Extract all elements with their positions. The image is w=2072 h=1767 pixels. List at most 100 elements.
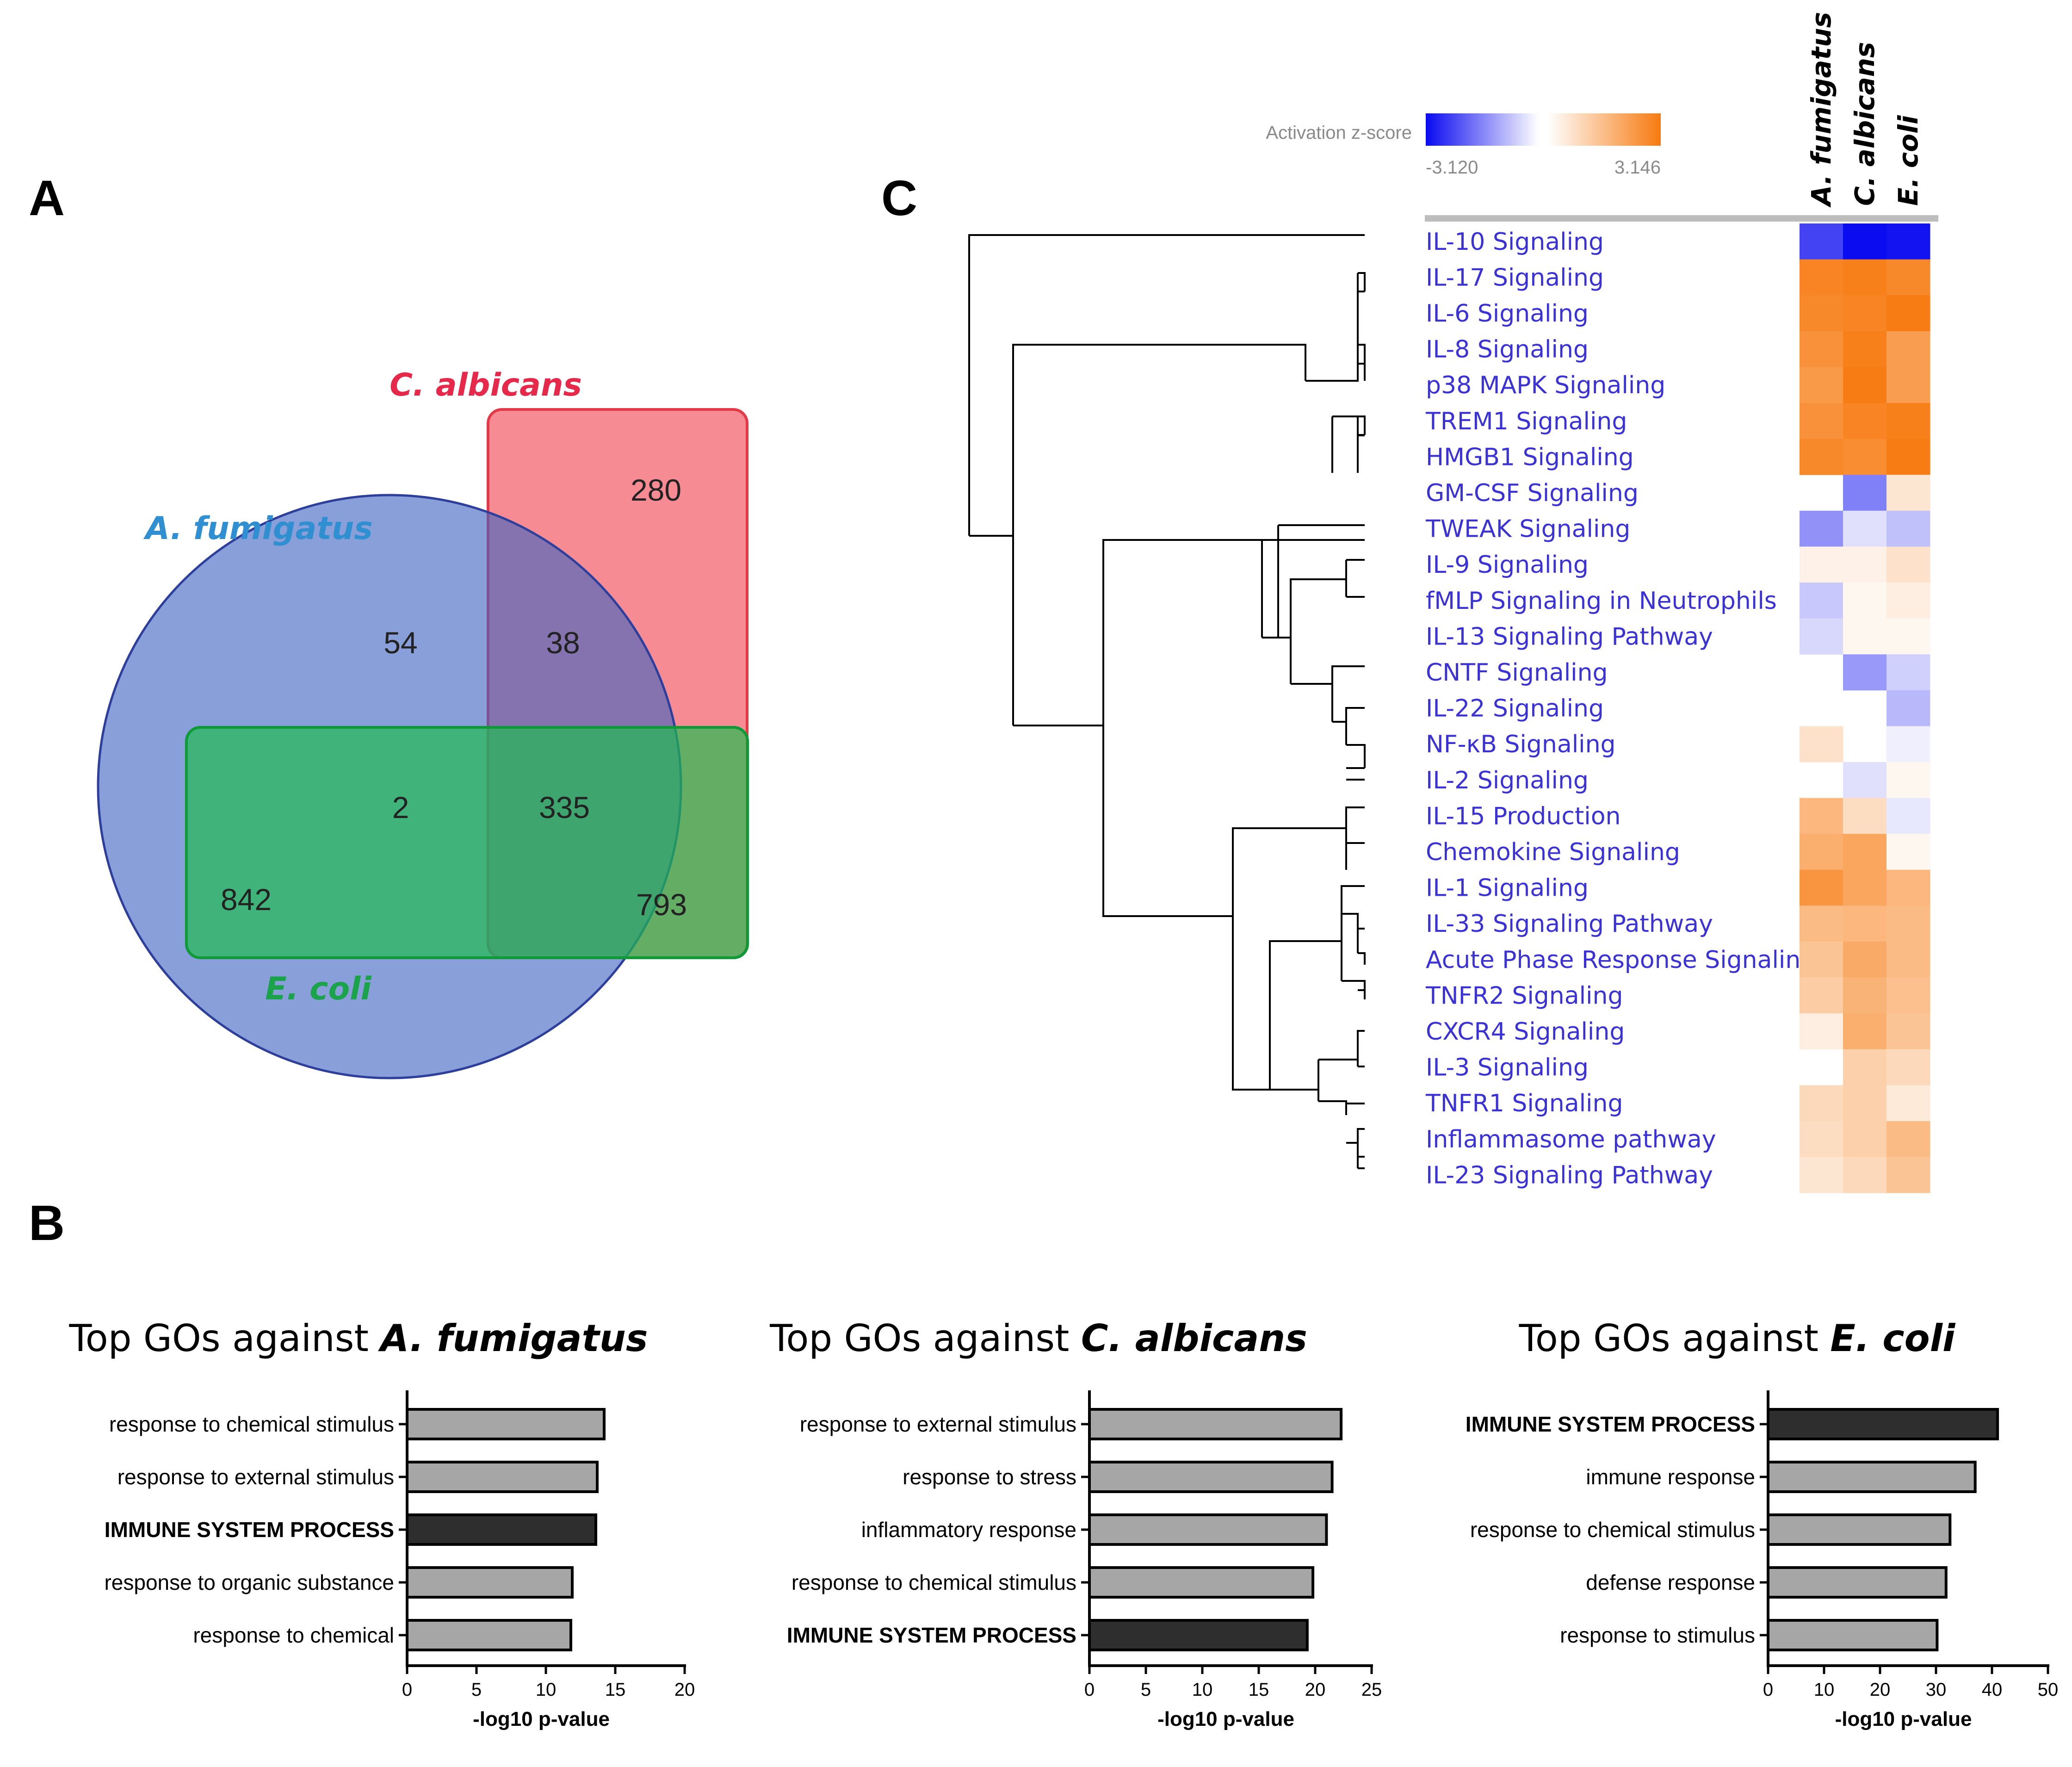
x-tick-label: 0	[402, 1680, 412, 1700]
heatmap-cell	[1886, 690, 1930, 726]
legend-title: Activation z-score	[1266, 123, 1412, 143]
heatmap-cell	[1843, 1049, 1887, 1085]
heatmap-header-divider	[1425, 215, 1938, 222]
bar-category-label: defense response	[1586, 1570, 1755, 1594]
heatmap-cell	[1886, 869, 1930, 906]
heatmap-cell	[1886, 942, 1930, 978]
heatmap-cell	[1843, 762, 1887, 799]
x-tick-label: 0	[1084, 1680, 1095, 1700]
heatmap-cell	[1843, 403, 1887, 440]
heatmap-cell	[1800, 403, 1843, 440]
x-tick-label: 10	[536, 1680, 557, 1700]
heatmap-row-label: TWEAK Signaling	[1425, 515, 1630, 543]
bar-category-label: response to external stimulus	[800, 1412, 1076, 1436]
heatmap-cell	[1800, 546, 1843, 583]
bar-chart-e-coli: Top GOs against E. coli IMMUNE SYSTEM PRO…	[1466, 1317, 2058, 1730]
heatmap-cell	[1843, 1013, 1887, 1050]
heatmap-row-label: GM-CSF Signaling	[1426, 479, 1639, 507]
heatmap-cell	[1886, 546, 1930, 583]
heatmap-cell	[1800, 259, 1843, 296]
bar-category-label: response to stimulus	[1560, 1623, 1755, 1647]
x-tick-label: 40	[1982, 1680, 2003, 1700]
bar-chart-title-species: E. coli	[1830, 1317, 1956, 1360]
heatmap-cell	[1800, 834, 1843, 870]
heatmap-cell	[1886, 1049, 1930, 1085]
heatmap-cell	[1843, 331, 1887, 367]
x-tick-label: 10	[1814, 1680, 1835, 1700]
bar-chart-c-albicans: Top GOs against C. albicans response to e…	[769, 1317, 1382, 1730]
venn-count-c-albicans-only: 280	[631, 473, 681, 507]
heatmap-cell	[1843, 654, 1887, 691]
x-axis-title: -log10 p-value	[1157, 1708, 1294, 1730]
venn-diagram: C. albicans A. fumigatus E. coli 280 54 …	[97, 367, 749, 1079]
heatmap-row-label: Chemokine Signaling	[1426, 838, 1680, 866]
bar-chart-title: Top GOs against C. albicans	[769, 1317, 1307, 1360]
heatmap-cell	[1800, 1121, 1843, 1158]
bar-category-label: response to chemical	[193, 1623, 394, 1647]
bar	[406, 1513, 597, 1546]
venn-count-c-albicans-e-coli: 793	[636, 887, 687, 922]
bar	[1088, 1566, 1315, 1599]
venn-count-a-fumigatus-c-albicans: 38	[546, 626, 580, 660]
x-tick-label: 20	[674, 1680, 695, 1700]
venn-label-c-albicans: C. albicans	[390, 367, 582, 403]
x-tick-label: 30	[1926, 1680, 1947, 1700]
heatmap-cell	[1886, 798, 1930, 834]
bar-category-label: immune response	[1586, 1465, 1755, 1489]
heatmap-row-label: IL-2 Signaling	[1426, 767, 1589, 794]
heatmap-cell	[1843, 798, 1887, 834]
legend-max: 3.146	[1614, 157, 1661, 178]
heatmap-row-label: IL-17 Signaling	[1426, 264, 1604, 291]
x-tick-label: 0	[1763, 1680, 1773, 1700]
heatmap-cell	[1843, 977, 1887, 1014]
heatmap-cell	[1800, 331, 1843, 367]
x-tick-label: 15	[1249, 1680, 1269, 1700]
heatmap-cell	[1886, 977, 1930, 1014]
heatmap-cell	[1843, 546, 1887, 583]
heatmap-cell	[1843, 510, 1887, 547]
bar-category-label: response to organic substance	[104, 1570, 394, 1594]
bar	[1088, 1513, 1328, 1546]
heatmap-cell	[1886, 583, 1930, 619]
panel-label-a: A	[29, 170, 65, 226]
bar-chart-title-species: A. fumigatus	[377, 1317, 648, 1360]
heatmap-cell	[1886, 403, 1930, 440]
heatmap-cells	[1800, 223, 1930, 1193]
bar-category-label: response to chemical stimulus	[792, 1570, 1076, 1594]
heatmap-cell	[1886, 367, 1930, 403]
bar-chart-title-prefix: Top GOs against	[1519, 1317, 1831, 1360]
heatmap-row-label: HMGB1 Signaling	[1426, 443, 1634, 471]
bar-category-label: IMMUNE SYSTEM PROCESS	[787, 1623, 1076, 1647]
bar	[1767, 1513, 1952, 1546]
heatmap-cell	[1886, 834, 1930, 870]
venn-count-e-coli-only: 842	[221, 882, 272, 917]
bar-category-label: response to external stimulus	[118, 1465, 394, 1489]
bar	[1767, 1461, 1977, 1493]
venn-count-a-fumigatus-e-coli: 2	[392, 790, 409, 825]
heatmap-cell	[1886, 1121, 1930, 1158]
heatmap-cell	[1800, 295, 1843, 332]
x-tick-label: 50	[2038, 1680, 2059, 1700]
heatmap-legend: Activation z-score -3.120 3.146	[1266, 113, 1661, 178]
bar	[406, 1461, 599, 1493]
heatmap-row-label: IL-13 Signaling Pathway	[1426, 623, 1713, 651]
venn-label-e-coli: E. coli	[265, 971, 372, 1007]
heatmap-row-label: IL-3 Signaling	[1426, 1054, 1589, 1082]
bar-category-label: response to chemical stimulus	[1470, 1518, 1755, 1542]
heatmap-cell	[1800, 869, 1843, 906]
bar	[1088, 1619, 1309, 1651]
x-tick-label: 20	[1305, 1680, 1326, 1700]
heatmap-row-label: NF-κB Signaling	[1426, 731, 1616, 758]
heatmap-row-label: CXCR4 Signaling	[1426, 1018, 1625, 1046]
heatmap-cell	[1886, 259, 1930, 296]
heatmap-cell	[1800, 223, 1843, 260]
x-tick-label: 25	[1361, 1680, 1382, 1700]
heatmap-cell	[1800, 618, 1843, 655]
bar	[1767, 1619, 1939, 1651]
heatmap-cell	[1800, 1085, 1843, 1122]
heatmap-row-label: IL-33 Signaling Pathway	[1426, 910, 1713, 938]
bar	[1767, 1408, 1999, 1440]
bar	[406, 1566, 574, 1599]
bar-chart-title-prefix: Top GOs against	[769, 1317, 1081, 1360]
bar	[406, 1408, 606, 1440]
